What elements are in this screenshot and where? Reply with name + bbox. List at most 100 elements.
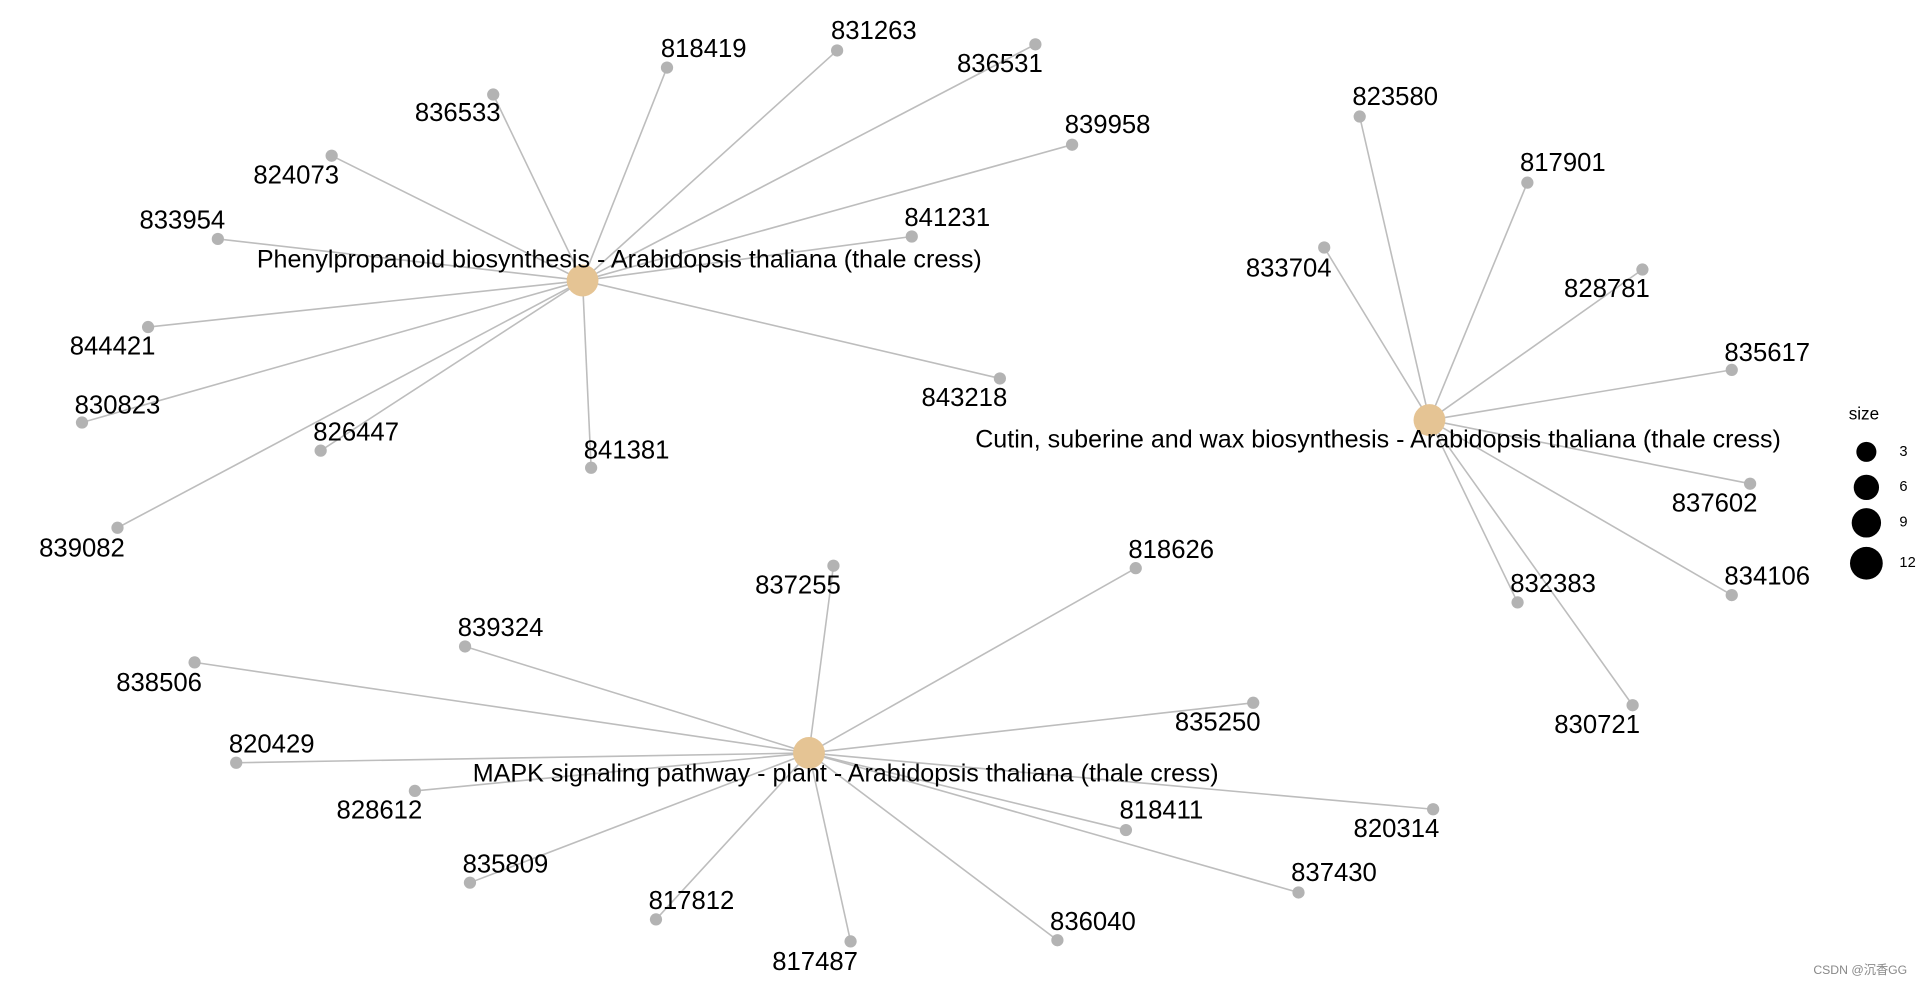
gene-label: 828612 [337, 796, 423, 824]
edge [808, 752, 1299, 894]
gene-node [1636, 263, 1649, 276]
legend-title: size [1849, 404, 1879, 424]
edge [1428, 268, 1643, 421]
edge [808, 752, 852, 942]
gene-node [905, 230, 918, 243]
gene-label: 828781 [1564, 275, 1650, 303]
legend-label: 6 [1899, 479, 1907, 495]
pathway-label: Cutin, suberine and wax biosynthesis - A… [975, 425, 1781, 453]
gene-node [1743, 477, 1757, 490]
gene-label: 833704 [1246, 254, 1332, 282]
edge [582, 43, 1036, 282]
gene-label: 824073 [253, 161, 339, 189]
gene-node [844, 935, 857, 948]
gene-label: 835809 [463, 850, 549, 878]
gene-node [1129, 562, 1142, 575]
gene-label: 820314 [1354, 815, 1440, 843]
gene-node [463, 876, 477, 889]
gene-node [1029, 38, 1042, 51]
gene-node [458, 640, 472, 653]
gene-label: 837430 [1291, 859, 1377, 887]
gene-label: 832383 [1510, 570, 1596, 598]
gene-node [1427, 803, 1440, 816]
gene-label: 817901 [1520, 149, 1606, 177]
gene-label: 835617 [1724, 339, 1810, 367]
gene-node [660, 61, 674, 74]
edge [81, 279, 583, 424]
gene-node [827, 559, 840, 572]
gene-node [1051, 934, 1064, 947]
gene-label: 838506 [116, 669, 202, 697]
edge [194, 661, 810, 754]
pathway-node [1413, 404, 1446, 436]
gene-node [1511, 596, 1524, 609]
gene-node [75, 416, 89, 429]
gene-node [325, 149, 338, 162]
gene-label: 818626 [1128, 536, 1214, 564]
gene-label: 817487 [772, 948, 858, 976]
edge [331, 155, 583, 282]
edge [1428, 182, 1529, 421]
edge [1428, 419, 1519, 603]
pathway-node [793, 737, 825, 769]
edge [236, 752, 809, 764]
gene-label: 836531 [957, 50, 1043, 78]
edge [582, 279, 1001, 380]
gene-node [1247, 696, 1260, 709]
edge [464, 645, 810, 754]
pathway-label: Phenylpropanoid biosynthesis - Arabidops… [257, 246, 982, 274]
gene-node [1725, 588, 1738, 602]
edge [217, 238, 583, 282]
edge [492, 94, 584, 281]
gene-label: 844421 [70, 333, 156, 361]
gene-node [1521, 176, 1534, 189]
gene-label: 841231 [904, 204, 990, 232]
edge [148, 279, 583, 328]
labels: 818419 831263 836531 836533 839958 824073 8339… [39, 17, 1810, 976]
gene-node [230, 756, 243, 769]
legend: size 3 6 9 12 [1849, 404, 1916, 580]
legend-label: 12 [1899, 555, 1915, 571]
gene-node [188, 656, 201, 669]
edge [655, 752, 810, 920]
edge [1429, 419, 1733, 596]
gene-label: 837255 [755, 571, 841, 599]
gene-label: 826447 [313, 418, 399, 446]
edge [1429, 369, 1732, 421]
watermark: CSDN @沉香GG [1813, 963, 1907, 977]
edge [1428, 419, 1634, 706]
gene-label: 823580 [1352, 83, 1438, 111]
gene-node [1292, 886, 1305, 899]
gene-node [111, 521, 124, 534]
gene-node [314, 444, 327, 457]
edge [582, 235, 912, 282]
edge [808, 752, 1127, 831]
gene-node [1119, 823, 1133, 837]
legend-size-key [1849, 546, 1883, 580]
gene-label: 841381 [584, 437, 670, 465]
edge [582, 49, 838, 282]
edge [808, 752, 1058, 941]
gene-label: 830823 [75, 391, 161, 419]
gene-label: 843218 [922, 384, 1008, 412]
gene-node [141, 320, 155, 334]
gene-node [487, 88, 500, 101]
gene-node [993, 372, 1007, 385]
legend-size-key [1853, 474, 1880, 501]
edge [117, 279, 583, 529]
gene-node [1318, 241, 1331, 254]
gene-label: 836533 [415, 99, 501, 127]
gene-label: 836040 [1050, 908, 1136, 936]
nodes [75, 38, 1757, 948]
edge [581, 280, 592, 468]
gene-node [1725, 363, 1738, 377]
gene-node [649, 913, 663, 926]
gene-label: 837602 [1672, 489, 1758, 517]
gene-node [1353, 110, 1366, 123]
gene-label: 839082 [39, 535, 125, 563]
edge [320, 279, 583, 452]
gene-label: 831263 [831, 17, 917, 45]
gene-label: 839958 [1065, 111, 1151, 139]
